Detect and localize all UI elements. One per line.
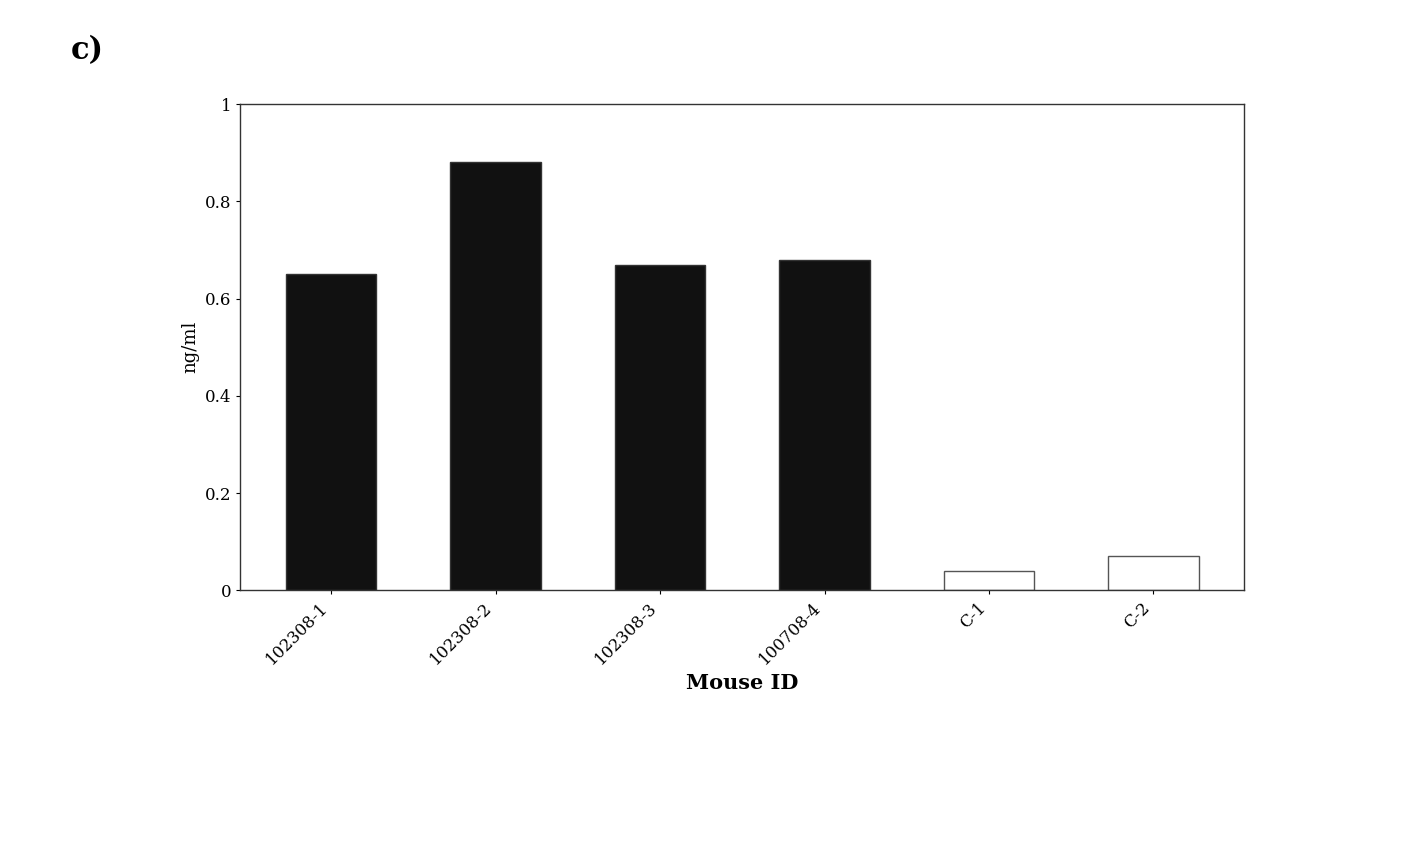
Bar — [451, 162, 542, 590]
Text: c): c) — [71, 35, 103, 66]
Bar — [615, 265, 706, 590]
X-axis label: Mouse ID: Mouse ID — [686, 674, 799, 694]
Bar — [779, 260, 870, 590]
Bar — [1109, 556, 1199, 590]
Bar — [943, 571, 1034, 590]
Y-axis label: ng/ml: ng/ml — [181, 321, 199, 373]
Bar — [286, 274, 376, 590]
